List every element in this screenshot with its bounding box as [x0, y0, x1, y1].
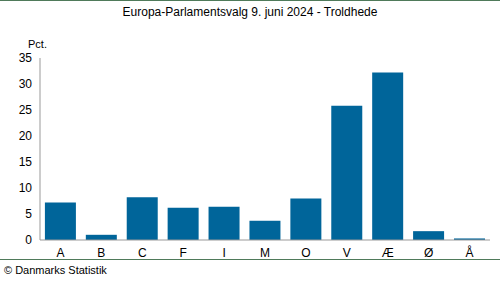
- html-text:Pct.: Pct.: [28, 38, 47, 50]
- svg-text:F: F: [180, 246, 187, 260]
- svg-text:O: O: [301, 246, 310, 260]
- svg-text:15: 15: [19, 155, 33, 169]
- svg-text:35: 35: [19, 51, 33, 65]
- svg-text:Å: Å: [466, 245, 474, 260]
- svg-text:30: 30: [19, 77, 33, 91]
- svg-text:M: M: [260, 246, 270, 260]
- html-text:Europa-Parlamentsvalg 9. juni: Europa-Parlamentsvalg 9. juni 2024 - Tro…: [122, 5, 378, 19]
- svg-text:C: C: [138, 246, 147, 260]
- svg-text:B: B: [97, 246, 105, 260]
- svg-text:Æ: Æ: [382, 246, 394, 260]
- svg-text:25: 25: [19, 103, 33, 117]
- svg-text:I: I: [222, 246, 225, 260]
- svg-text:0: 0: [25, 233, 32, 247]
- svg-text:Ø: Ø: [424, 246, 433, 260]
- svg-text:V: V: [343, 246, 351, 260]
- svg-text:10: 10: [19, 181, 33, 195]
- svg-text:5: 5: [25, 207, 32, 221]
- svg-text:20: 20: [19, 129, 33, 143]
- svg-text:A: A: [56, 246, 64, 260]
- html-text:© Danmarks Statistik: © Danmarks Statistik: [4, 264, 107, 276]
